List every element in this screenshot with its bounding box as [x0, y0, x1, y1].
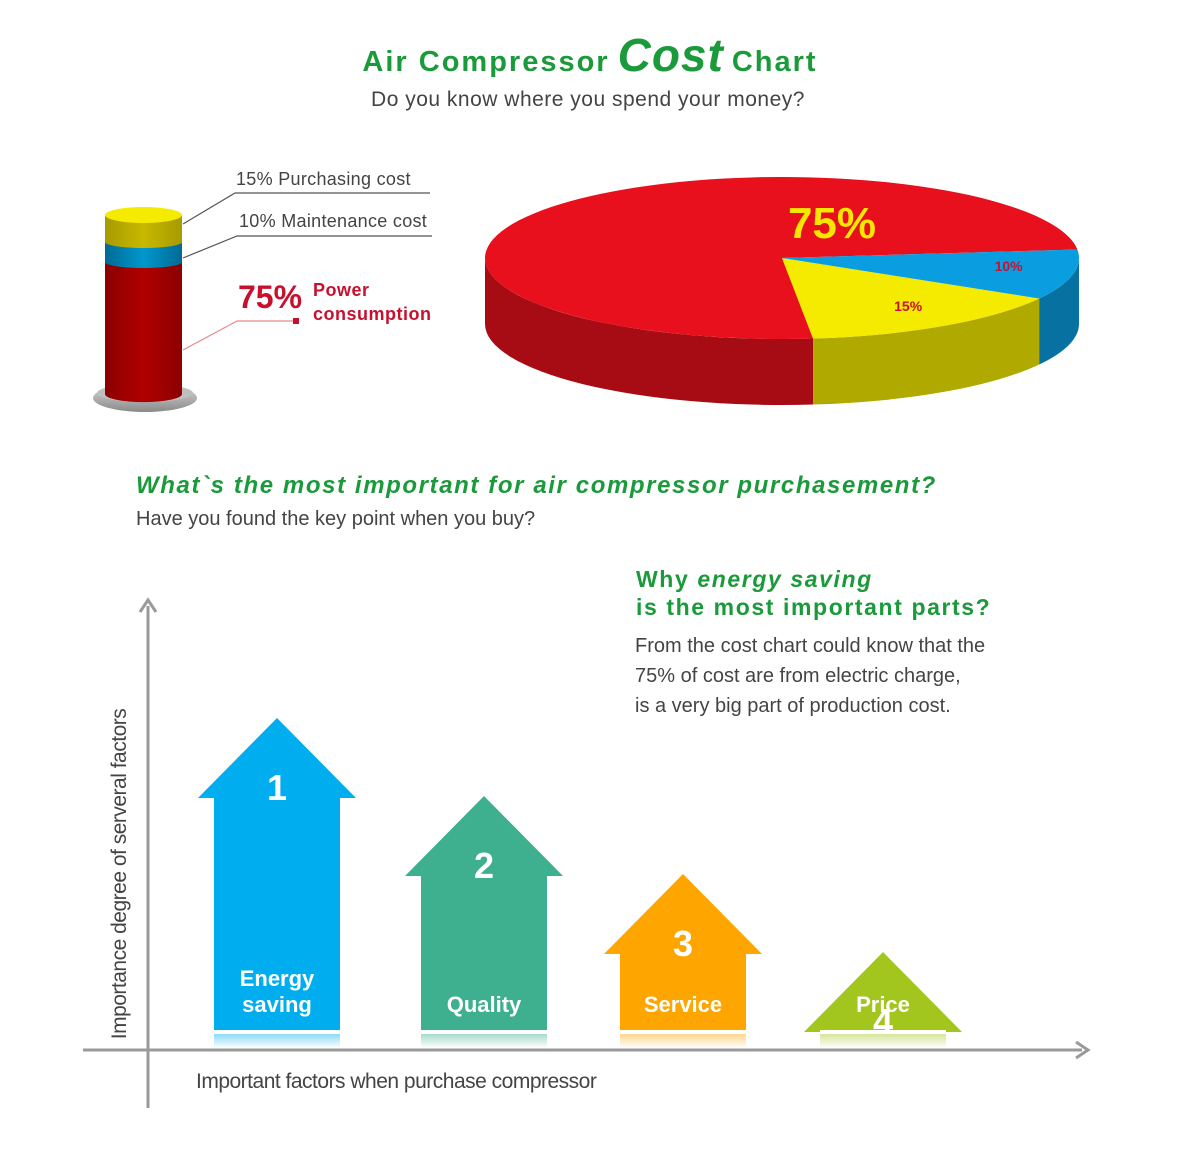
chart-title: Air Compressor Cost Chart — [0, 28, 1180, 82]
bar-reflection-fade-service — [620, 1034, 746, 1048]
why-line2: is the most important parts? — [636, 594, 992, 620]
bar-rank-energy-saving: 1 — [267, 767, 287, 808]
why-p2: 75% of cost are from electric charge, — [635, 665, 961, 687]
title-part3: Chart — [731, 46, 818, 78]
pie-slice-power-consumption — [484, 176, 1078, 339]
power-consumption-label: Power consumption — [313, 278, 432, 326]
cylinder-power-segment — [105, 262, 182, 403]
bar-label-energy-saving-1: saving — [242, 992, 312, 1017]
power-leader-dot — [293, 318, 299, 324]
why-p1: From the cost chart could know that the — [635, 635, 986, 657]
pie-slice-maintenance-cost — [782, 249, 1079, 299]
bar-reflection-fade-quality — [421, 1034, 547, 1048]
why-p3: is a very big part of production cost. — [635, 695, 951, 717]
cost-cylinder — [93, 207, 197, 412]
pie-side-purchasing-cost-0 — [813, 298, 1040, 405]
pie-side-maintenance-cost-0 — [1039, 258, 1079, 365]
bar-label-service-0: Service — [644, 992, 722, 1017]
power-label-line2: consumption — [313, 304, 432, 324]
power-pct-label: 75% — [238, 279, 303, 315]
purchasing-cost-label: 15% Purchasing cost — [236, 169, 411, 189]
power-label-line1: Power — [313, 280, 370, 300]
why-line1b: energy saving — [697, 566, 873, 592]
why-line1a: Why — [636, 566, 698, 592]
bar-reflection-fade-price — [820, 1034, 946, 1048]
title-part2: Cost — [617, 29, 724, 81]
y-axis-label: Importance degree of serveral factors — [108, 708, 131, 1040]
power-leader-line — [182, 320, 296, 351]
question-subtitle: Have you found the key point when you bu… — [136, 508, 536, 530]
bar-rank-quality: 2 — [474, 845, 494, 886]
leader-lines — [182, 192, 432, 351]
bar-reflection-fade-energy-saving — [214, 1034, 340, 1048]
pie-slice-purchasing-cost — [782, 258, 1040, 339]
title-part1: Air Compressor — [362, 46, 610, 78]
bar-quality — [405, 796, 563, 1030]
cylinder-purchasing-segment — [105, 215, 182, 248]
maintenance-leader-line — [182, 235, 432, 259]
cylinder-maintenance-segment — [105, 242, 182, 268]
pie-side-power-consumption-0 — [485, 258, 814, 406]
why-paragraph: From the cost chart could know that the … — [635, 631, 985, 721]
chart-subtitle: Do you know where you spend your money? — [371, 88, 805, 111]
cylinder-purchasing-top — [105, 207, 182, 223]
pie-label-purchasing-cost: 15% — [894, 298, 923, 314]
bar-energy-saving — [198, 718, 356, 1030]
y-axis-arrow — [138, 597, 158, 613]
question-title: What`s the most important for air compre… — [136, 472, 937, 499]
x-axis-arrow — [1075, 1040, 1091, 1060]
maintenance-cost-label: 10% Maintenance cost — [239, 211, 428, 231]
why-heading: Why energy saving is the most important … — [636, 565, 991, 621]
bar-label-price-0: Price — [856, 992, 910, 1017]
bar-rank-price: 4 — [873, 1001, 893, 1042]
x-axis-label: Important factors when purchase compress… — [196, 1070, 597, 1093]
pie-label-power-consumption: 75% — [788, 199, 876, 248]
purchasing-leader-line — [182, 192, 430, 225]
bar-rank-service: 3 — [673, 923, 693, 964]
pie-label-maintenance-cost: 10% — [995, 258, 1024, 274]
bar-service — [604, 874, 762, 1030]
bar-price — [804, 952, 962, 1032]
pie-chart: 75% 15% 10% — [484, 176, 1079, 406]
bar-label-energy-saving-0: Energy — [240, 966, 315, 991]
bar-label-quality-0: Quality — [447, 992, 522, 1017]
